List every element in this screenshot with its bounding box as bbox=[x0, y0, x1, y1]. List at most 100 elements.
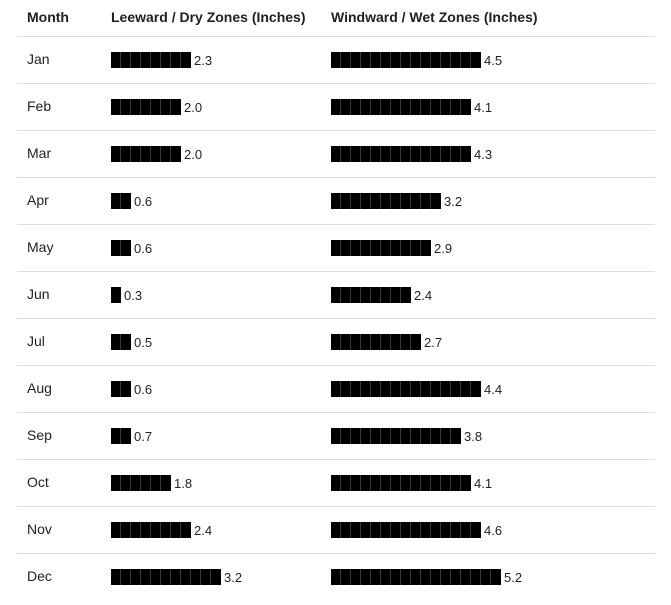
wet-bar-segment bbox=[391, 569, 401, 585]
dry-bar-segment bbox=[131, 146, 141, 162]
wet-bar-segment bbox=[441, 569, 451, 585]
wet-bar-segment bbox=[391, 475, 401, 491]
wet-value-label: 4.1 bbox=[474, 99, 493, 115]
wet-value-label: 4.1 bbox=[474, 475, 493, 491]
wet-bar-segment bbox=[341, 240, 351, 256]
wet-zone-bar bbox=[331, 99, 471, 115]
dry-bar-segment bbox=[151, 522, 161, 538]
table-row: Oct 1.8 4.1 bbox=[17, 460, 655, 507]
wet-bar-segment bbox=[391, 381, 401, 397]
dry-bar-segment bbox=[211, 569, 221, 585]
wet-bar-segment bbox=[381, 334, 391, 350]
dry-bar-segment bbox=[121, 52, 131, 68]
wet-bar-segment bbox=[341, 569, 351, 585]
wet-bar-segment bbox=[331, 52, 341, 68]
wet-zone-cell: 4.5 bbox=[331, 51, 502, 69]
wet-bar-segment bbox=[361, 240, 371, 256]
wet-bar-segment bbox=[431, 52, 441, 68]
wet-bar-segment bbox=[331, 569, 341, 585]
wet-bar-segment bbox=[411, 569, 421, 585]
dry-bar-segment bbox=[111, 381, 121, 397]
wet-bar-segment bbox=[371, 193, 381, 209]
wet-bar-segment bbox=[451, 475, 461, 491]
wet-bar-segment bbox=[361, 334, 371, 350]
wet-bar-segment bbox=[371, 287, 381, 303]
wet-zone-bar bbox=[331, 240, 431, 256]
dry-value-label: 2.3 bbox=[194, 52, 213, 68]
wet-bar-segment bbox=[371, 146, 381, 162]
month-label: Nov bbox=[27, 521, 52, 537]
table-row: Feb 2.0 4.1 bbox=[17, 84, 655, 131]
wet-bar-segment bbox=[471, 381, 481, 397]
dry-value-label: 0.6 bbox=[134, 381, 153, 397]
dry-bar-segment bbox=[121, 334, 131, 350]
wet-bar-segment bbox=[351, 569, 361, 585]
dry-bar-segment bbox=[171, 522, 181, 538]
dry-bar-segment bbox=[161, 52, 171, 68]
wet-bar-segment bbox=[421, 428, 431, 444]
wet-bar-segment bbox=[441, 52, 451, 68]
wet-bar-segment bbox=[371, 52, 381, 68]
wet-bar-segment bbox=[411, 334, 421, 350]
wet-bar-segment bbox=[451, 381, 461, 397]
dry-bar-segment bbox=[151, 99, 161, 115]
month-label: Sep bbox=[27, 427, 52, 443]
wet-bar-segment bbox=[391, 287, 401, 303]
wet-bar-segment bbox=[411, 193, 421, 209]
dry-value-label: 0.5 bbox=[134, 334, 153, 350]
wet-value-label: 4.6 bbox=[484, 522, 503, 538]
wet-bar-segment bbox=[341, 287, 351, 303]
dry-bar-segment bbox=[171, 146, 181, 162]
wet-bar-segment bbox=[381, 381, 391, 397]
wet-bar-segment bbox=[461, 569, 471, 585]
dry-bar-segment bbox=[111, 428, 121, 444]
wet-bar-segment bbox=[341, 193, 351, 209]
dry-bar-segment bbox=[121, 381, 131, 397]
month-label: Dec bbox=[27, 568, 52, 584]
dry-bar-segment bbox=[171, 569, 181, 585]
wet-bar-segment bbox=[341, 334, 351, 350]
wet-bar-segment bbox=[381, 52, 391, 68]
dry-zone-cell: 0.3 bbox=[111, 286, 142, 304]
wet-zone-bar bbox=[331, 522, 481, 538]
table-row: Nov 2.4 4.6 bbox=[17, 507, 655, 554]
table-row: Sep 0.7 3.8 bbox=[17, 413, 655, 460]
dry-bar-segment bbox=[151, 52, 161, 68]
dry-bar-segment bbox=[131, 569, 141, 585]
wet-bar-segment bbox=[411, 146, 421, 162]
wet-bar-segment bbox=[331, 287, 341, 303]
month-label: Oct bbox=[27, 474, 49, 490]
dry-bar-segment bbox=[121, 522, 131, 538]
wet-bar-segment bbox=[461, 381, 471, 397]
dry-bar-segment bbox=[141, 52, 151, 68]
wet-value-label: 2.9 bbox=[434, 240, 453, 256]
table-row: Jan 2.3 4.5 bbox=[17, 37, 655, 84]
dry-zone-bar bbox=[111, 381, 131, 397]
rainfall-table: Month Leeward / Dry Zones (Inches) Windw… bbox=[17, 0, 655, 600]
wet-bar-segment bbox=[461, 52, 471, 68]
wet-bar-segment bbox=[391, 428, 401, 444]
wet-bar-segment bbox=[351, 334, 361, 350]
dry-zone-cell: 2.3 bbox=[111, 51, 212, 69]
wet-bar-segment bbox=[441, 522, 451, 538]
month-label: Feb bbox=[27, 98, 52, 114]
month-column-header: Month bbox=[27, 9, 69, 25]
wet-bar-segment bbox=[361, 475, 371, 491]
dry-zone-bar bbox=[111, 475, 171, 491]
wet-bar-segment bbox=[461, 522, 471, 538]
dry-bar-segment bbox=[161, 146, 171, 162]
table-row: May 0.6 2.9 bbox=[17, 225, 655, 272]
dry-bar-segment bbox=[111, 475, 121, 491]
dry-zone-cell: 2.0 bbox=[111, 98, 202, 116]
table-row: Jun 0.3 2.4 bbox=[17, 272, 655, 319]
wet-bar-segment bbox=[371, 569, 381, 585]
wet-bar-segment bbox=[341, 381, 351, 397]
wet-bar-segment bbox=[371, 381, 381, 397]
wet-value-label: 3.2 bbox=[444, 193, 463, 209]
wet-bar-segment bbox=[331, 428, 341, 444]
wet-bar-segment bbox=[351, 522, 361, 538]
wet-bar-segment bbox=[361, 146, 371, 162]
wet-bar-segment bbox=[461, 475, 471, 491]
wet-bar-segment bbox=[411, 240, 421, 256]
dry-bar-segment bbox=[141, 522, 151, 538]
